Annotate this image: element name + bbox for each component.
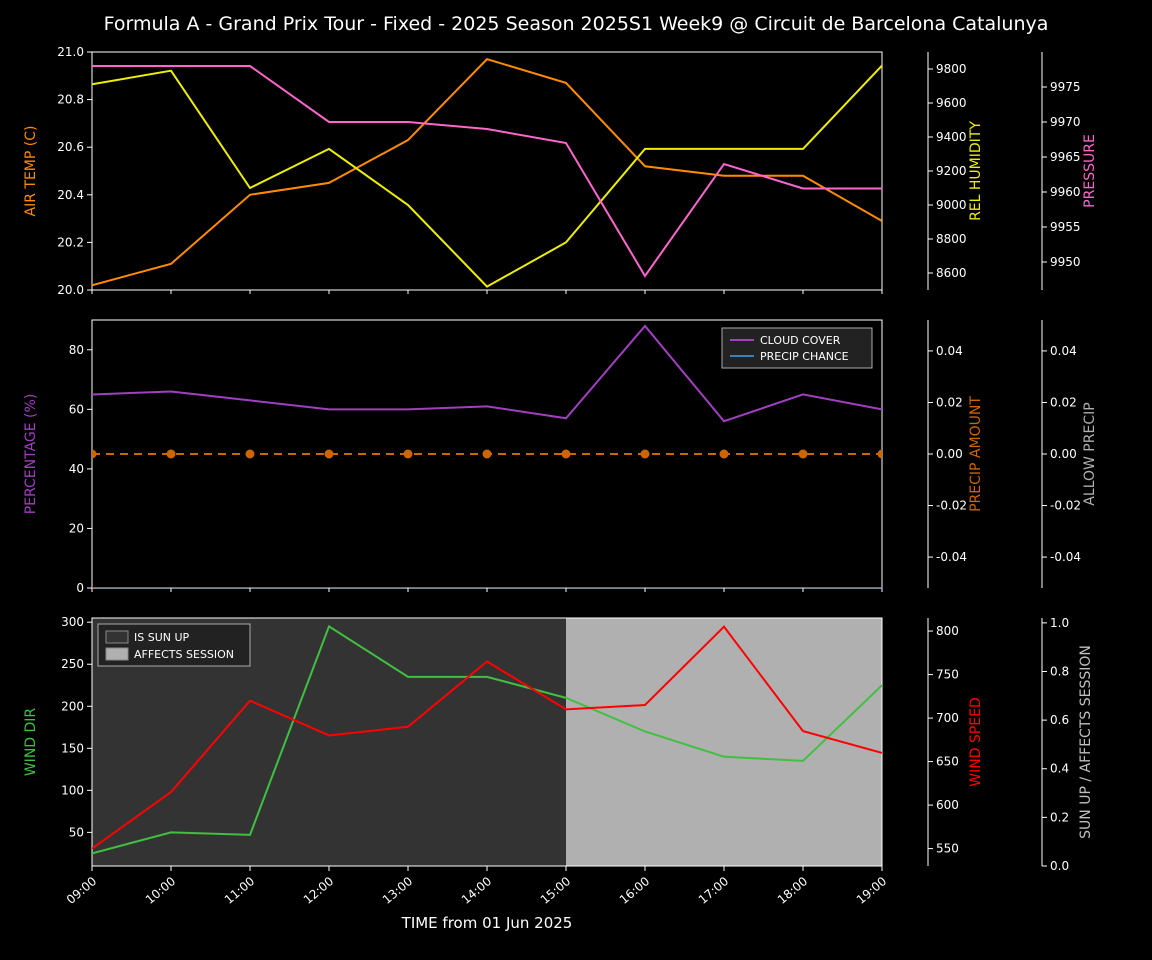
y-tick-label: 9600 (936, 96, 967, 110)
y-tick-label: 20.2 (57, 235, 84, 249)
legend-is-sun-up: IS SUN UP (134, 631, 190, 644)
y-tick-label: 0.6 (1050, 713, 1069, 727)
y-tick-label: 50 (69, 825, 84, 839)
y-tick-label: 9200 (936, 164, 967, 178)
y-tick-label: 9400 (936, 130, 967, 144)
legend-cloud-cover: CLOUD COVER (760, 334, 841, 347)
y-tick-label: 600 (936, 798, 959, 812)
axis-label: WIND SPEED (968, 697, 984, 786)
y-tick-label: -0.04 (936, 550, 967, 564)
y-tick-label: 700 (936, 711, 959, 725)
y-tick-label: 0.00 (936, 447, 963, 461)
y-tick-label: 800 (936, 624, 959, 638)
weather-chart: Formula A - Grand Prix Tour - Fixed - 20… (0, 0, 1152, 960)
y-tick-label: 150 (61, 741, 84, 755)
x-axis-label: TIME from 01 Jun 2025 (401, 914, 573, 932)
chart-title: Formula A - Grand Prix Tour - Fixed - 20… (104, 13, 1049, 35)
affects-session-region (566, 618, 882, 866)
y-tick-label: 0.04 (1050, 344, 1077, 358)
y-tick-label: 9960 (1050, 185, 1081, 199)
y-tick-label: 0.04 (936, 344, 963, 358)
axis-label: WIND DIR (23, 708, 39, 777)
y-tick-label: 0.0 (1050, 859, 1069, 873)
y-tick-label: 0.2 (1050, 810, 1069, 824)
legend-precip-chance: PRECIP CHANCE (760, 350, 849, 363)
y-tick-label: 20.4 (57, 188, 84, 202)
axis-label: SUN UP / AFFECTS SESSION (1078, 645, 1094, 839)
axis-label: PERCENTAGE (%) (23, 394, 39, 515)
y-tick-label: 9800 (936, 62, 967, 76)
axis-label: REL HUMIDITY (968, 121, 984, 221)
legend-affects-session: AFFECTS SESSION (134, 648, 234, 661)
y-tick-label: 20.0 (57, 283, 84, 297)
axis-label: PRECIP AMOUNT (968, 396, 984, 512)
y-tick-label: 9950 (1050, 255, 1081, 269)
y-tick-label: 60 (69, 402, 84, 416)
y-tick-label: -0.02 (1050, 499, 1081, 513)
y-tick-label: 550 (936, 842, 959, 856)
y-tick-label: 20.8 (57, 93, 84, 107)
y-tick-label: 0.4 (1050, 762, 1069, 776)
y-tick-label: 9970 (1050, 115, 1081, 129)
y-tick-label: 9975 (1050, 80, 1081, 94)
y-tick-label: 0.02 (936, 395, 963, 409)
y-tick-label: 80 (69, 343, 84, 357)
y-tick-label: 0.00 (1050, 447, 1077, 461)
y-tick-label: 21.0 (57, 45, 84, 59)
y-tick-label: -0.02 (936, 499, 967, 513)
y-tick-label: 9955 (1050, 220, 1081, 234)
y-tick-label: 200 (61, 699, 84, 713)
y-tick-label: 20 (69, 521, 84, 535)
axis-label: PRESSURE (1082, 134, 1098, 208)
y-tick-label: 1.0 (1050, 616, 1069, 630)
y-tick-label: 250 (61, 657, 84, 671)
y-tick-label: 8600 (936, 266, 967, 280)
y-tick-label: 20.6 (57, 140, 84, 154)
y-tick-label: 9000 (936, 198, 967, 212)
axis-label: AIR TEMP (C) (23, 126, 39, 217)
y-tick-label: 0.8 (1050, 664, 1069, 678)
y-tick-label: 100 (61, 783, 84, 797)
y-tick-label: -0.04 (1050, 550, 1081, 564)
y-tick-label: 0 (76, 581, 84, 595)
y-tick-label: 9965 (1050, 150, 1081, 164)
y-tick-label: 300 (61, 615, 84, 629)
y-tick-label: 40 (69, 462, 84, 476)
y-tick-label: 650 (936, 755, 959, 769)
y-tick-label: 750 (936, 668, 959, 682)
y-tick-label: 8800 (936, 232, 967, 246)
axis-label: ALLOW PRECIP (1082, 402, 1098, 505)
y-tick-label: 0.02 (1050, 395, 1077, 409)
